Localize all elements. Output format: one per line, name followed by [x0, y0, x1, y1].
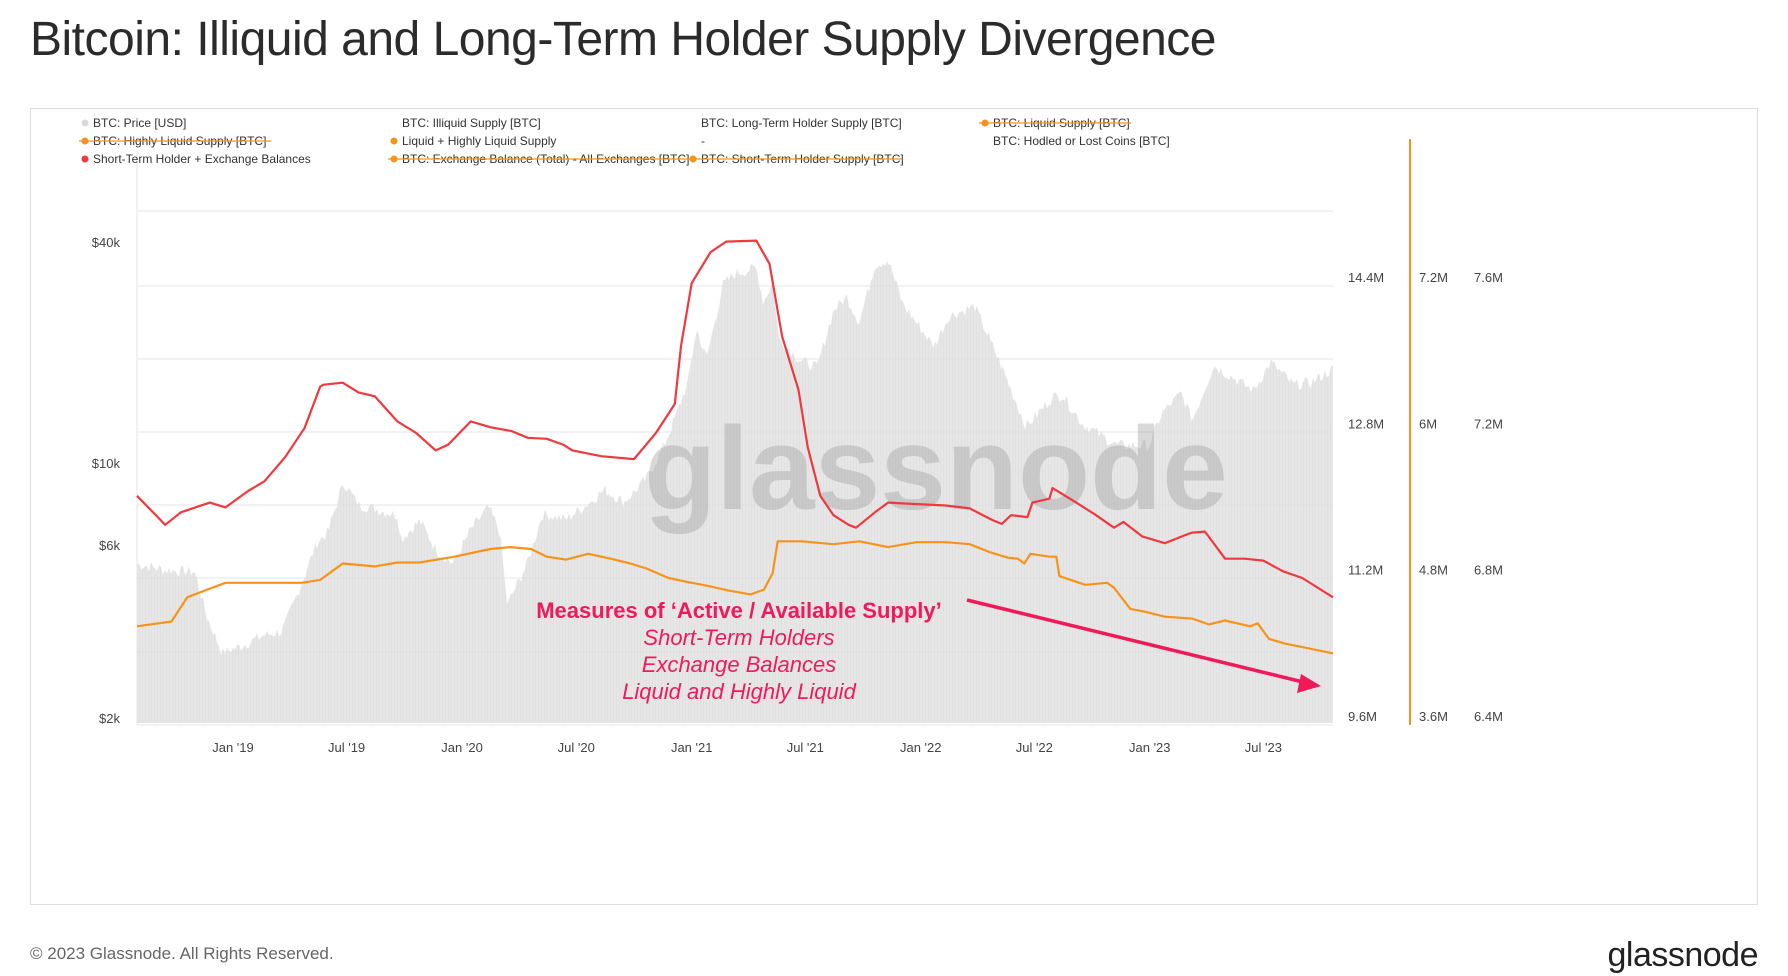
right-axis-2-tick-label: 7.2M [1419, 270, 1448, 285]
short-term-holder-exchange-line [136, 239, 1334, 599]
right-axis-3-tick-label: 7.6M [1474, 270, 1503, 285]
copyright-text: © 2023 Glassnode. All Rights Reserved. [30, 944, 334, 963]
x-tick-label: Jan '20 [441, 740, 483, 755]
legend-item[interactable]: BTC: Highly Liquid Supply [BTC] [79, 134, 272, 148]
right-axis-3-tick-label: 6.8M [1474, 563, 1503, 578]
x-tick-label: Jan '19 [212, 740, 254, 755]
legend-item[interactable]: - [701, 134, 705, 148]
price-tick-label: $10k [92, 456, 121, 471]
legend-item[interactable]: BTC: Exchange Balance (Total) - All Exch… [388, 152, 696, 166]
line-series [136, 239, 1334, 655]
legend-label: BTC: Long-Term Holder Supply [BTC] [701, 116, 902, 130]
x-tick-label: Jan '22 [900, 740, 942, 755]
x-axis: Jan '19 Jul '19 Jan '20 Jul '20 Jan '21 Jul '… [212, 740, 1282, 755]
legend-marker [390, 137, 398, 145]
liquid-supply-line [136, 540, 1334, 655]
right-axis-1-tick-label: 9.6M [1348, 709, 1377, 724]
chart-frame: glassnode BTC: Price [USD] BTC: Illiquid … [30, 108, 1758, 905]
x-tick-label: Jul '22 [1016, 740, 1053, 755]
x-tick-label: Jan '21 [671, 740, 713, 755]
x-tick-label: Jul '23 [1245, 740, 1282, 755]
legend-item[interactable]: BTC: Liquid Supply [BTC] [979, 116, 1131, 130]
legend-label: - [701, 134, 705, 148]
legend: BTC: Price [USD] BTC: Illiquid Supply [BT… [79, 116, 1170, 166]
price-tick-label: $40k [92, 235, 121, 250]
x-tick-label: Jul '21 [787, 740, 824, 755]
legend-item[interactable]: BTC: Short-Term Holder Supply [BTC] [687, 152, 904, 166]
legend-item[interactable]: Short-Term Holder + Exchange Balances [81, 152, 311, 166]
right-axis-2-tick-label: 6M [1419, 416, 1437, 431]
annotation: Measures of ‘Active / Available Supply’S… [536, 598, 1321, 704]
legend-marker [81, 155, 89, 163]
annotation-arrow-head [1297, 674, 1321, 693]
annotation-line: Liquid and Highly Liquid [622, 679, 856, 704]
right-axis-3-tick-label: 6.4M [1474, 709, 1503, 724]
legend-label: BTC: Price [USD] [93, 116, 186, 130]
legend-item[interactable]: BTC: Long-Term Holder Supply [BTC] [701, 116, 902, 130]
right-axis-1-tick-label: 11.2M [1348, 563, 1383, 578]
legend-item[interactable]: Liquid + Highly Liquid Supply [390, 134, 557, 148]
watermark: glassnode [644, 403, 1228, 535]
legend-label: Liquid + Highly Liquid Supply [402, 134, 556, 148]
glassnode-logo: glassnode [1607, 936, 1758, 974]
right-axis-2-tick-label: 4.8M [1419, 563, 1448, 578]
price-area [137, 261, 1333, 723]
x-tick-label: Jan '23 [1129, 740, 1171, 755]
right-axes: 14.4M 12.8M 11.2M 9.6M 7.2M 6M 4.8M 3.6M 7.6M 7.2… [1348, 139, 1503, 725]
legend-label: BTC: Illiquid Supply [BTC] [402, 116, 541, 130]
price-tick-label: $2k [99, 711, 120, 726]
right-axis-1-tick-label: 14.4M [1348, 270, 1384, 285]
price-axis: $40k $10k $6k $2k [92, 235, 121, 726]
right-axis-2-tick-label: 3.6M [1419, 709, 1448, 724]
legend-item[interactable]: BTC: Illiquid Supply [BTC] [402, 116, 541, 130]
chart-svg: glassnode BTC: Price [USD] BTC: Illiquid … [79, 116, 1503, 755]
page-title: Bitcoin: Illiquid and Long-Term Holder S… [30, 13, 1216, 66]
price-tick-label: $6k [99, 538, 120, 553]
legend-label: BTC: Hodled or Lost Coins [BTC] [993, 134, 1170, 148]
right-axis-3-tick-label: 7.2M [1474, 416, 1503, 431]
x-tick-label: Jul '20 [558, 740, 595, 755]
right-axis-1-tick-label: 12.8M [1348, 416, 1384, 431]
legend-item[interactable]: BTC: Price [USD] [81, 116, 187, 130]
legend-item[interactable]: BTC: Hodled or Lost Coins [BTC] [993, 134, 1170, 148]
legend-marker [81, 119, 89, 127]
annotation-line: Exchange Balances [642, 652, 836, 677]
legend-label: Short-Term Holder + Exchange Balances [93, 152, 311, 166]
annotation-arrow-shaft [966, 598, 1308, 685]
x-tick-label: Jul '19 [328, 740, 365, 755]
annotation-line: Short-Term Holders [643, 625, 834, 650]
annotation-heading: Measures of ‘Active / Available Supply’ [536, 598, 942, 623]
